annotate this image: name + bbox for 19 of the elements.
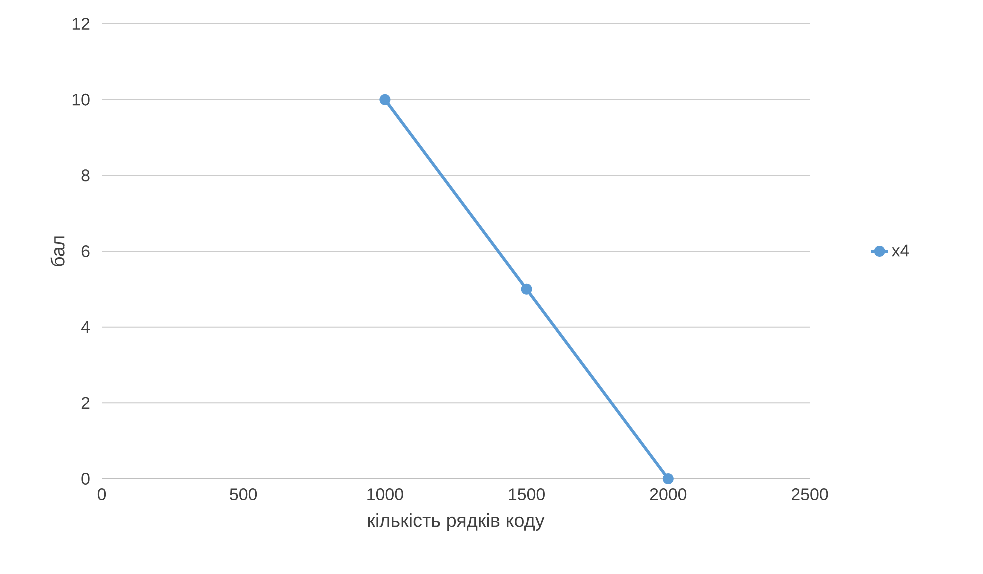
y-tick-label: 4 — [81, 322, 90, 334]
y-tick-label: 2 — [82, 397, 90, 410]
point — [380, 94, 391, 106]
y-axis-title: бал — [50, 236, 65, 266]
point — [662, 474, 674, 484]
y-tick-label: 10 — [72, 94, 90, 106]
x-tick-label: 2000 — [650, 488, 687, 501]
point — [521, 284, 532, 295]
x-axis-title: кількість рядків коду — [368, 513, 545, 531]
x-tick-label: 500 — [230, 488, 258, 501]
y-tick-label: 12 — [72, 18, 90, 30]
y-tick-label: 6 — [82, 246, 90, 258]
y-tick-label: 0 — [82, 473, 90, 485]
x-tick-label: 1000 — [368, 488, 404, 501]
legend-label: x4 — [892, 244, 910, 257]
y-tick-label: 8 — [82, 170, 90, 182]
x-tick-label: 1500 — [509, 488, 545, 501]
x-tick-label: 2500 — [792, 488, 828, 501]
x-tick-label: 0 — [98, 488, 106, 501]
